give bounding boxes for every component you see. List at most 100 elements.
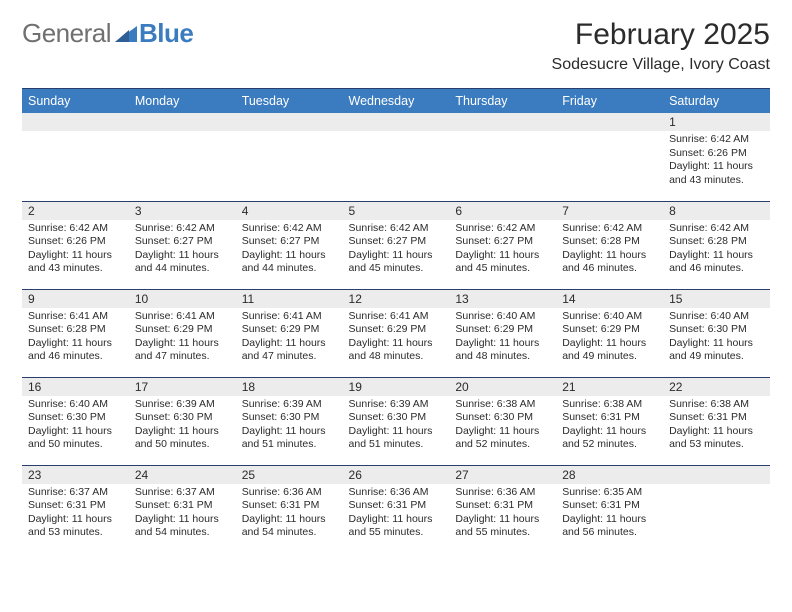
day-number: 14	[556, 290, 663, 308]
day-details: Sunrise: 6:42 AMSunset: 6:27 PMDaylight:…	[129, 220, 236, 281]
sunset-text: Sunset: 6:31 PM	[669, 411, 764, 425]
calendar-week: 16Sunrise: 6:40 AMSunset: 6:30 PMDayligh…	[22, 377, 770, 465]
location: Sodesucre Village, Ivory Coast	[552, 56, 770, 74]
day-details: Sunrise: 6:41 AMSunset: 6:29 PMDaylight:…	[129, 308, 236, 369]
sunset-text: Sunset: 6:31 PM	[28, 499, 123, 513]
day-number: 18	[236, 378, 343, 396]
sunrise-text: Sunrise: 6:38 AM	[455, 398, 550, 412]
sunset-text: Sunset: 6:27 PM	[242, 235, 337, 249]
sunset-text: Sunset: 6:29 PM	[455, 323, 550, 337]
calendar-cell: 21Sunrise: 6:38 AMSunset: 6:31 PMDayligh…	[556, 377, 663, 465]
day-details: Sunrise: 6:42 AMSunset: 6:26 PMDaylight:…	[22, 220, 129, 281]
calendar-cell: 5Sunrise: 6:42 AMSunset: 6:27 PMDaylight…	[343, 201, 450, 289]
calendar-cell	[343, 113, 450, 201]
sunrise-text: Sunrise: 6:39 AM	[242, 398, 337, 412]
sunrise-text: Sunrise: 6:41 AM	[135, 310, 230, 324]
day-number: 11	[236, 290, 343, 308]
sunrise-text: Sunrise: 6:41 AM	[242, 310, 337, 324]
sunset-text: Sunset: 6:31 PM	[562, 411, 657, 425]
day-header: Wednesday	[343, 89, 450, 114]
day-header: Friday	[556, 89, 663, 114]
day-number: 9	[22, 290, 129, 308]
day-details: Sunrise: 6:42 AMSunset: 6:27 PMDaylight:…	[449, 220, 556, 281]
sunrise-text: Sunrise: 6:36 AM	[455, 486, 550, 500]
day-details: Sunrise: 6:41 AMSunset: 6:29 PMDaylight:…	[236, 308, 343, 369]
day-details: Sunrise: 6:40 AMSunset: 6:29 PMDaylight:…	[556, 308, 663, 369]
calendar-cell: 4Sunrise: 6:42 AMSunset: 6:27 PMDaylight…	[236, 201, 343, 289]
day-header: Thursday	[449, 89, 556, 114]
daylight-text: Daylight: 11 hours and 48 minutes.	[455, 337, 550, 364]
daylight-text: Daylight: 11 hours and 51 minutes.	[242, 425, 337, 452]
sunset-text: Sunset: 6:30 PM	[669, 323, 764, 337]
sunset-text: Sunset: 6:27 PM	[349, 235, 444, 249]
sunset-text: Sunset: 6:28 PM	[562, 235, 657, 249]
calendar-cell: 22Sunrise: 6:38 AMSunset: 6:31 PMDayligh…	[663, 377, 770, 465]
calendar-cell: 24Sunrise: 6:37 AMSunset: 6:31 PMDayligh…	[129, 465, 236, 553]
title-block: February 2025 Sodesucre Village, Ivory C…	[552, 18, 770, 74]
sunrise-text: Sunrise: 6:42 AM	[242, 222, 337, 236]
day-number: 10	[129, 290, 236, 308]
day-details: Sunrise: 6:38 AMSunset: 6:31 PMDaylight:…	[556, 396, 663, 457]
calendar-cell: 27Sunrise: 6:36 AMSunset: 6:31 PMDayligh…	[449, 465, 556, 553]
sunrise-text: Sunrise: 6:42 AM	[455, 222, 550, 236]
sunrise-text: Sunrise: 6:42 AM	[669, 133, 764, 147]
daylight-text: Daylight: 11 hours and 55 minutes.	[455, 513, 550, 540]
sunset-text: Sunset: 6:30 PM	[135, 411, 230, 425]
daylight-text: Daylight: 11 hours and 49 minutes.	[669, 337, 764, 364]
calendar-cell	[663, 465, 770, 553]
day-number: 15	[663, 290, 770, 308]
day-header: Tuesday	[236, 89, 343, 114]
sunrise-text: Sunrise: 6:42 AM	[669, 222, 764, 236]
day-number	[343, 113, 450, 131]
daylight-text: Daylight: 11 hours and 52 minutes.	[562, 425, 657, 452]
day-details: Sunrise: 6:36 AMSunset: 6:31 PMDaylight:…	[449, 484, 556, 545]
calendar-cell: 9Sunrise: 6:41 AMSunset: 6:28 PMDaylight…	[22, 289, 129, 377]
sunset-text: Sunset: 6:31 PM	[455, 499, 550, 513]
daylight-text: Daylight: 11 hours and 55 minutes.	[349, 513, 444, 540]
sunrise-text: Sunrise: 6:36 AM	[349, 486, 444, 500]
sunset-text: Sunset: 6:28 PM	[28, 323, 123, 337]
sunrise-text: Sunrise: 6:42 AM	[135, 222, 230, 236]
day-details: Sunrise: 6:38 AMSunset: 6:30 PMDaylight:…	[449, 396, 556, 457]
day-number	[129, 113, 236, 131]
brand-logo: General Blue	[22, 18, 193, 49]
sunrise-text: Sunrise: 6:42 AM	[349, 222, 444, 236]
calendar-cell	[129, 113, 236, 201]
calendar-cell: 7Sunrise: 6:42 AMSunset: 6:28 PMDaylight…	[556, 201, 663, 289]
calendar-cell: 2Sunrise: 6:42 AMSunset: 6:26 PMDaylight…	[22, 201, 129, 289]
sunrise-text: Sunrise: 6:36 AM	[242, 486, 337, 500]
day-details: Sunrise: 6:40 AMSunset: 6:29 PMDaylight:…	[449, 308, 556, 369]
day-number	[236, 113, 343, 131]
calendar-week: 2Sunrise: 6:42 AMSunset: 6:26 PMDaylight…	[22, 201, 770, 289]
sunrise-text: Sunrise: 6:42 AM	[28, 222, 123, 236]
sunset-text: Sunset: 6:26 PM	[28, 235, 123, 249]
calendar-cell: 15Sunrise: 6:40 AMSunset: 6:30 PMDayligh…	[663, 289, 770, 377]
day-number	[556, 113, 663, 131]
day-details: Sunrise: 6:36 AMSunset: 6:31 PMDaylight:…	[236, 484, 343, 545]
sunrise-text: Sunrise: 6:40 AM	[669, 310, 764, 324]
sunrise-text: Sunrise: 6:35 AM	[562, 486, 657, 500]
day-header: Saturday	[663, 89, 770, 114]
daylight-text: Daylight: 11 hours and 50 minutes.	[135, 425, 230, 452]
sunset-text: Sunset: 6:26 PM	[669, 147, 764, 161]
day-details: Sunrise: 6:35 AMSunset: 6:31 PMDaylight:…	[556, 484, 663, 545]
sunrise-text: Sunrise: 6:38 AM	[669, 398, 764, 412]
calendar-cell	[22, 113, 129, 201]
sunrise-text: Sunrise: 6:39 AM	[349, 398, 444, 412]
daylight-text: Daylight: 11 hours and 44 minutes.	[135, 249, 230, 276]
calendar-week: 23Sunrise: 6:37 AMSunset: 6:31 PMDayligh…	[22, 465, 770, 553]
day-number: 13	[449, 290, 556, 308]
sunrise-text: Sunrise: 6:37 AM	[28, 486, 123, 500]
day-number: 17	[129, 378, 236, 396]
day-details: Sunrise: 6:39 AMSunset: 6:30 PMDaylight:…	[343, 396, 450, 457]
sunset-text: Sunset: 6:27 PM	[135, 235, 230, 249]
daylight-text: Daylight: 11 hours and 47 minutes.	[135, 337, 230, 364]
day-details: Sunrise: 6:40 AMSunset: 6:30 PMDaylight:…	[663, 308, 770, 369]
day-details: Sunrise: 6:37 AMSunset: 6:31 PMDaylight:…	[129, 484, 236, 545]
sunset-text: Sunset: 6:31 PM	[349, 499, 444, 513]
day-header: Sunday	[22, 89, 129, 114]
day-header-row: SundayMondayTuesdayWednesdayThursdayFrid…	[22, 89, 770, 114]
calendar-cell: 6Sunrise: 6:42 AMSunset: 6:27 PMDaylight…	[449, 201, 556, 289]
daylight-text: Daylight: 11 hours and 45 minutes.	[455, 249, 550, 276]
sunset-text: Sunset: 6:29 PM	[349, 323, 444, 337]
